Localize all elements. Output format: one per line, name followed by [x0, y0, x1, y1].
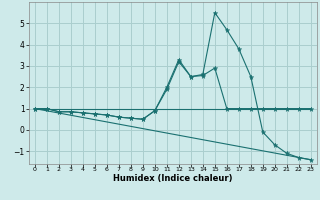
X-axis label: Humidex (Indice chaleur): Humidex (Indice chaleur): [113, 174, 233, 183]
